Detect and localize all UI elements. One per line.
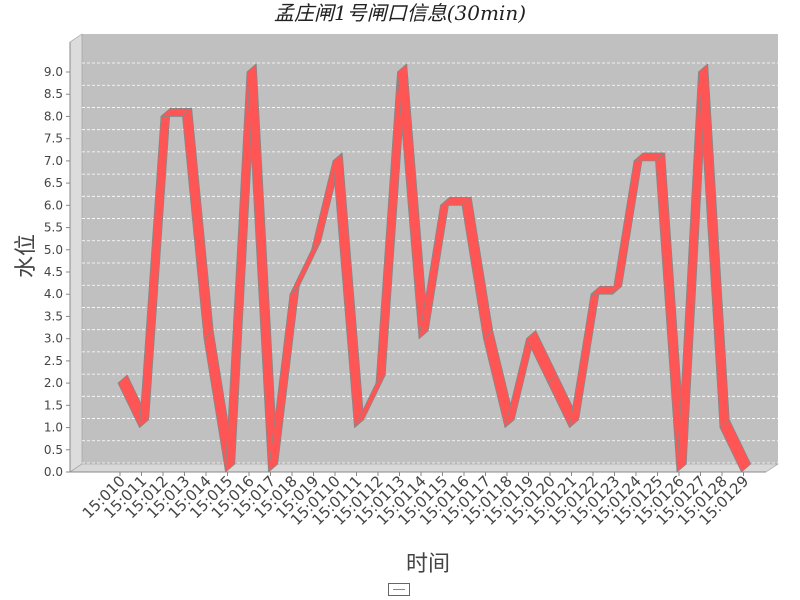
legend-series-swatch [393,589,405,590]
y-tick-label: 0.5 [44,443,63,457]
y-tick-label: 3.0 [44,332,63,346]
y-tick-label: 9.0 [44,65,63,79]
x-axis-title: 时间 [406,552,450,577]
y-tick-label: 7.5 [44,132,63,146]
y-tick-label: 6.0 [44,198,63,212]
y-axis-title: 水位 [14,234,39,278]
y-tick-label: 4.0 [44,287,63,301]
x-axis-ticks: 15:01015:01115:01215:01315:01415:01515:0… [79,472,752,529]
y-tick-label: 1.0 [44,421,63,435]
y-tick-label: 0.0 [44,465,63,479]
y-tick-label: 2.0 [44,376,63,390]
y-tick-label: 3.5 [44,309,63,323]
gridlines [82,62,778,464]
plot-side-wall [69,33,83,473]
series-segment [719,419,752,473]
legend [388,583,410,596]
y-tick-label: 5.5 [44,221,63,235]
y-tick-label: 6.5 [44,176,63,190]
y-tick-label: 4.5 [44,265,63,279]
plot-floor [69,463,779,473]
y-tick-label: 7.0 [44,154,63,168]
y-tick-label: 5.0 [44,243,63,257]
chart-title: 孟庄闸1号闸口信息(30min) [274,1,526,25]
y-axis-ticks: 0.0 0.5 1.0 1.5 2.0 2.5 3.0 3.5 4.0 4.5 5.0 5.5 6.0 6… [44,65,70,479]
series-line [117,63,752,473]
y-tick-label: 8.5 [44,87,63,101]
y-tick-label: 1.5 [44,398,63,412]
y-tick-label: 8.0 [44,109,63,123]
y-tick-label: 2.5 [44,354,63,368]
